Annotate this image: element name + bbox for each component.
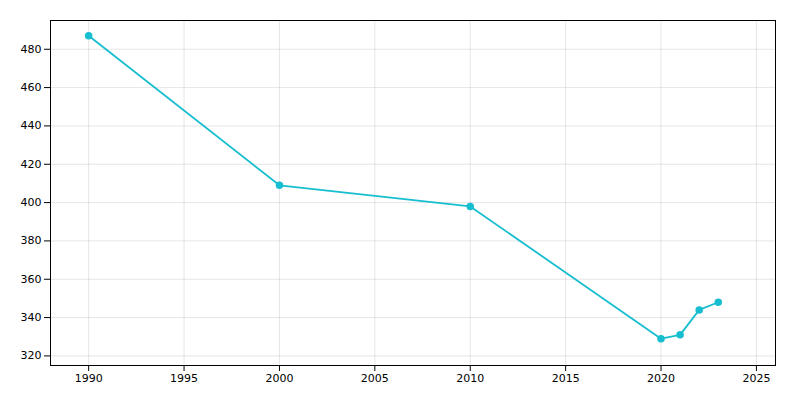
svg-text:1995: 1995 — [170, 372, 198, 385]
svg-text:440: 440 — [21, 119, 42, 132]
svg-text:360: 360 — [21, 273, 42, 286]
svg-text:2005: 2005 — [361, 372, 389, 385]
svg-text:1990: 1990 — [75, 372, 103, 385]
svg-text:2010: 2010 — [456, 372, 484, 385]
svg-text:380: 380 — [21, 234, 42, 247]
svg-text:2000: 2000 — [265, 372, 293, 385]
svg-text:340: 340 — [21, 311, 42, 324]
svg-text:320: 320 — [21, 349, 42, 362]
svg-text:400: 400 — [21, 196, 42, 209]
svg-text:2025: 2025 — [742, 372, 770, 385]
svg-text:460: 460 — [21, 81, 42, 94]
svg-text:480: 480 — [21, 43, 42, 56]
svg-text:2020: 2020 — [647, 372, 675, 385]
svg-text:420: 420 — [21, 158, 42, 171]
svg-text:2015: 2015 — [552, 372, 580, 385]
